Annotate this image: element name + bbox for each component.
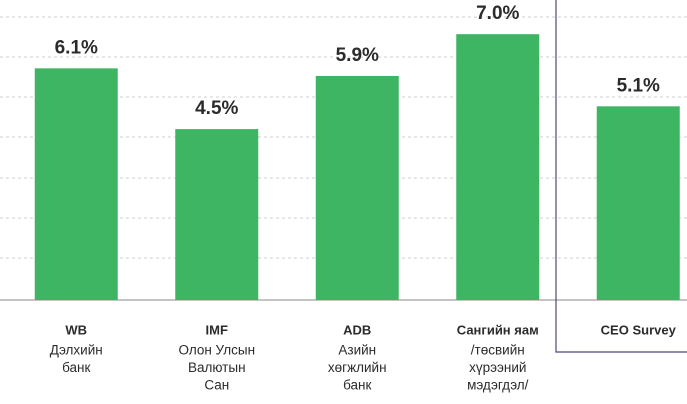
bar bbox=[315, 75, 399, 300]
x-tick-label: CEO Survey bbox=[601, 322, 677, 337]
category-description: Азийн bbox=[338, 343, 376, 358]
category-description: банк bbox=[62, 360, 90, 375]
value-label: 6.1% bbox=[55, 37, 98, 58]
category-description: Олон Улсын bbox=[178, 343, 255, 358]
category-description: хөгжлийн bbox=[328, 360, 387, 375]
value-label: 4.5% bbox=[195, 98, 238, 119]
category-description: Валютын bbox=[188, 360, 246, 375]
x-tick-label: WB bbox=[65, 322, 87, 337]
bar bbox=[34, 68, 118, 300]
x-tick-label: ADB bbox=[343, 322, 371, 337]
category-description: банк bbox=[343, 378, 371, 393]
category-description: /төсвийн bbox=[471, 343, 525, 358]
highlight-box bbox=[555, 0, 687, 353]
bar bbox=[175, 129, 259, 300]
bar bbox=[596, 106, 680, 300]
x-tick-label: IMF bbox=[206, 322, 228, 337]
value-label: 5.1% bbox=[617, 75, 660, 96]
bar bbox=[456, 34, 540, 300]
value-label: 7.0% bbox=[476, 3, 519, 24]
category-description: Дэлхийн bbox=[50, 343, 103, 358]
category-description: мэдэгдэл/ bbox=[467, 378, 529, 393]
value-label: 5.9% bbox=[336, 45, 379, 66]
x-tick-label: Сангийн яам bbox=[457, 322, 539, 337]
category-description: Сан bbox=[204, 378, 229, 393]
category-description: хүрээний bbox=[469, 360, 526, 375]
